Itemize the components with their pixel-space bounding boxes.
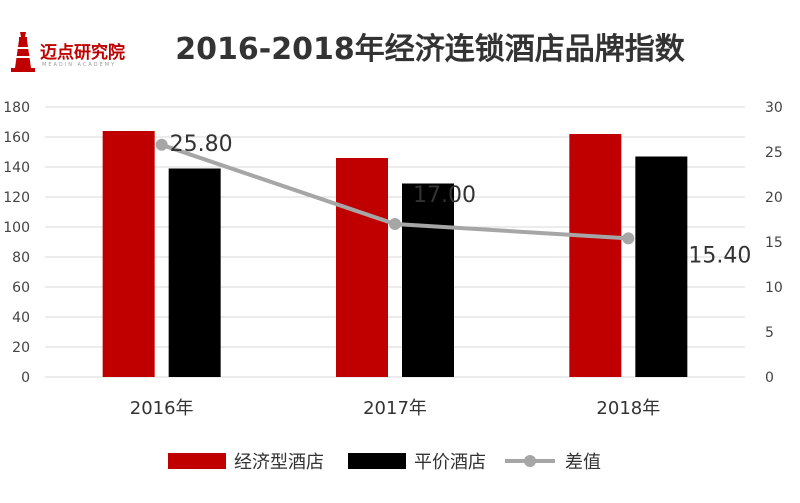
y2-tick-label: 5 bbox=[765, 325, 774, 341]
legend: 经济型酒店 平价酒店 差值 bbox=[168, 452, 601, 473]
y2-tick-label: 10 bbox=[765, 280, 783, 296]
legend-label: 差值 bbox=[565, 452, 601, 473]
legend-swatch bbox=[168, 453, 226, 469]
lighthouse-icon bbox=[11, 32, 35, 72]
legend-label: 经济型酒店 bbox=[234, 452, 324, 473]
data-label: 25.80 bbox=[170, 132, 233, 157]
x-tick-label: 2018年 bbox=[596, 398, 660, 419]
y-tick-label: 60 bbox=[12, 280, 30, 296]
y-tick-label: 40 bbox=[12, 310, 30, 326]
bars bbox=[102, 131, 688, 377]
y2-tick-label: 0 bbox=[765, 370, 774, 386]
y2-tick-label: 25 bbox=[765, 145, 783, 161]
bar bbox=[102, 131, 155, 377]
bar bbox=[168, 168, 221, 377]
logo-subtext: MEADIN ACADEMY bbox=[42, 62, 117, 68]
y-tick-label: 160 bbox=[3, 130, 30, 146]
logo: 迈点研究院 MEADIN ACADEMY bbox=[8, 28, 128, 76]
y-tick-label: 100 bbox=[3, 220, 30, 236]
y2-tick-label: 30 bbox=[765, 100, 783, 116]
x-tick-label: 2017年 bbox=[363, 398, 427, 419]
y2-tick-label: 20 bbox=[765, 190, 783, 206]
bar bbox=[336, 158, 388, 377]
y-tick-label: 80 bbox=[12, 250, 30, 266]
legend-marker bbox=[524, 455, 536, 467]
y-tick-label: 0 bbox=[21, 370, 30, 386]
chart-title: 2016-2018年经济连锁酒店品牌指数 bbox=[175, 32, 685, 67]
legend-swatch bbox=[348, 453, 406, 469]
bar bbox=[635, 156, 688, 377]
difference-line: 25.80 17.00 15.40 bbox=[155, 132, 751, 268]
bar bbox=[402, 183, 454, 377]
line-point bbox=[389, 218, 401, 230]
y-tick-label: 120 bbox=[3, 190, 30, 206]
legend-label: 平价酒店 bbox=[414, 452, 486, 473]
line-point bbox=[622, 232, 635, 245]
logo-text: 迈点研究院 bbox=[40, 43, 125, 63]
data-label: 17.00 bbox=[413, 183, 476, 208]
y-axis-left: 0 20 40 60 80 100 120 140 160 180 bbox=[3, 100, 30, 386]
x-tick-label: 2016年 bbox=[130, 398, 194, 419]
y-tick-label: 140 bbox=[3, 160, 30, 176]
y-tick-label: 180 bbox=[3, 100, 30, 116]
line-point bbox=[155, 138, 168, 151]
gridlines bbox=[45, 106, 745, 378]
y-tick-label: 20 bbox=[12, 340, 30, 356]
y2-tick-label: 15 bbox=[765, 235, 783, 251]
bar bbox=[569, 134, 622, 377]
y-axis-right: 0 5 10 15 20 25 30 bbox=[765, 100, 783, 386]
x-axis: 2016年 2017年 2018年 bbox=[130, 398, 660, 419]
data-label: 15.40 bbox=[688, 243, 751, 268]
